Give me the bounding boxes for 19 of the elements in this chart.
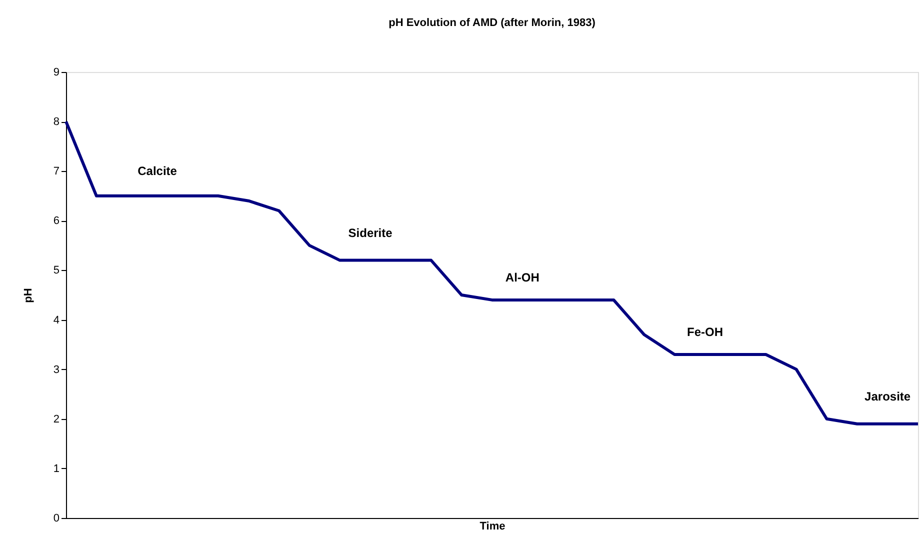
x-axis-title: Time — [480, 520, 506, 532]
y-tick-label: 9 — [53, 66, 60, 78]
annotation: Jarosite — [864, 390, 911, 404]
annotation: Calcite — [138, 164, 178, 178]
y-tick-label: 6 — [53, 215, 60, 228]
y-tick-label: 0 — [53, 512, 60, 524]
y-tick-label: 8 — [53, 116, 60, 128]
y-tick-label: 4 — [53, 314, 60, 326]
line-series — [64, 120, 920, 426]
annotation: Al-OH — [505, 270, 540, 285]
y-tick-label: 5 — [53, 264, 60, 277]
y-tick-label: 1 — [53, 462, 60, 475]
annotation: Siderite — [348, 226, 393, 240]
chart-title: pH Evolution of AMD (after Morin, 1983) — [388, 17, 596, 29]
y-axis-title: pH — [22, 288, 34, 303]
y-tick-label: 3 — [53, 364, 60, 376]
y-tick-label: 7 — [53, 166, 60, 178]
y-tick-label: 2 — [53, 413, 60, 426]
annotation: Fe-OH — [687, 325, 723, 340]
